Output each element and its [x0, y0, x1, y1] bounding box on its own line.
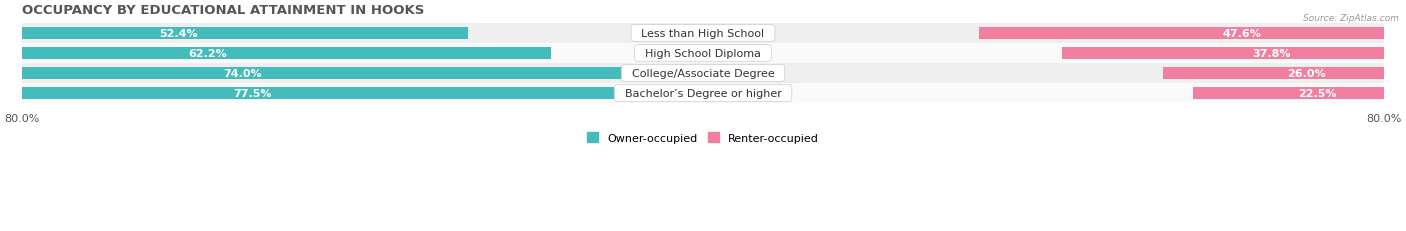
Text: 77.5%: 77.5%	[233, 89, 271, 99]
Bar	[22, 24, 1384, 44]
Bar	[22, 48, 551, 60]
Bar	[979, 27, 1384, 40]
Bar	[1163, 67, 1384, 80]
Text: College/Associate Degree: College/Associate Degree	[624, 69, 782, 79]
Text: 37.8%: 37.8%	[1253, 49, 1291, 59]
Text: Source: ZipAtlas.com: Source: ZipAtlas.com	[1303, 14, 1399, 23]
Bar	[22, 64, 1384, 84]
Bar	[22, 27, 468, 40]
Text: 47.6%: 47.6%	[1223, 29, 1261, 39]
Text: 74.0%: 74.0%	[224, 69, 262, 79]
Text: OCCUPANCY BY EDUCATIONAL ATTAINMENT IN HOOKS: OCCUPANCY BY EDUCATIONAL ATTAINMENT IN H…	[22, 4, 425, 17]
Text: Bachelor’s Degree or higher: Bachelor’s Degree or higher	[617, 89, 789, 99]
Text: High School Diploma: High School Diploma	[638, 49, 768, 59]
Bar	[22, 44, 1384, 64]
Text: 62.2%: 62.2%	[188, 49, 226, 59]
Bar	[22, 67, 652, 80]
Legend: Owner-occupied, Renter-occupied: Owner-occupied, Renter-occupied	[582, 128, 824, 148]
Text: Less than High School: Less than High School	[634, 29, 772, 39]
Bar	[22, 84, 1384, 104]
Bar	[22, 88, 682, 100]
Bar	[1192, 88, 1384, 100]
Text: 52.4%: 52.4%	[159, 29, 197, 39]
Text: 22.5%: 22.5%	[1298, 89, 1336, 99]
Bar	[1063, 48, 1384, 60]
Text: 26.0%: 26.0%	[1288, 69, 1326, 79]
